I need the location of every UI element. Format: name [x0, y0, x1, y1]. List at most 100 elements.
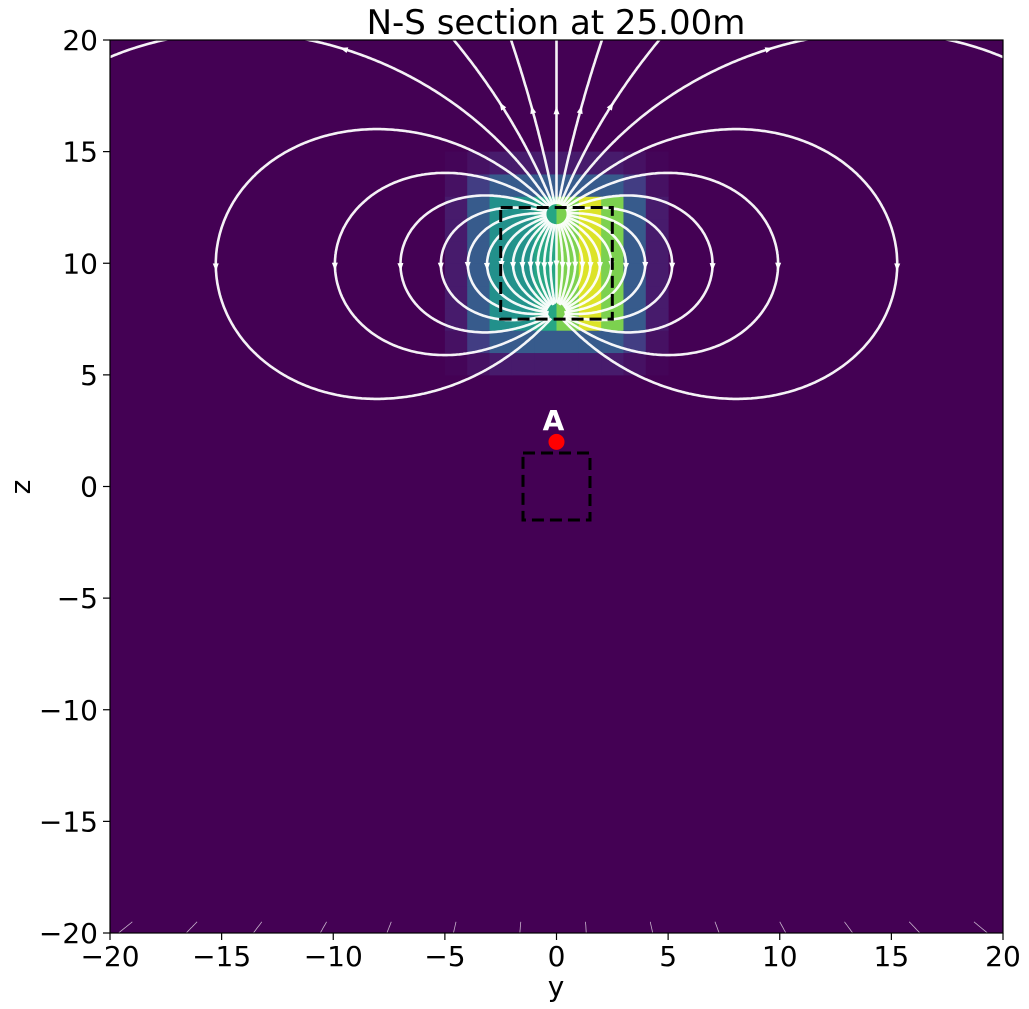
- point-a-label: A: [543, 404, 565, 437]
- streamline-arrow: [175, 934, 185, 944]
- streamline-arrow: [397, 262, 404, 272]
- streamline-arrow: [553, 106, 560, 115]
- heatmap-cell: [534, 352, 557, 376]
- streamline-arrow: [583, 935, 590, 943]
- x-axis-label: y: [548, 970, 565, 1003]
- y-tick-label: 20: [62, 24, 98, 57]
- heatmap-cell: [467, 285, 491, 309]
- streamline-arrow: [527, 261, 534, 270]
- heatmap-cell: [444, 330, 468, 354]
- streamline-arrow: [764, 47, 774, 54]
- streamline: [185, 921, 198, 933]
- streamline-arrow: [483, 262, 490, 271]
- streamline-arrow: [921, 934, 931, 944]
- heatmap-cell: [623, 173, 647, 197]
- streamline: [908, 921, 921, 933]
- streamline-arrow: [775, 262, 782, 271]
- streamline-arrow: [212, 263, 219, 272]
- streamline-arrow: [717, 935, 725, 945]
- streamline-arrow: [606, 102, 614, 111]
- streamline: [117, 921, 133, 933]
- heatmap-cell: [645, 330, 669, 354]
- heatmap-cell: [511, 151, 535, 175]
- streamline-arrow: [437, 262, 444, 271]
- streamline-arrow: [623, 262, 630, 271]
- chart-title: N-S section at 25.00m: [367, 3, 746, 43]
- streamlines: [110, 40, 1003, 945]
- heatmap-cell: [578, 330, 602, 354]
- heatmap-cell: [444, 263, 468, 287]
- heatmap-cell: [534, 330, 557, 354]
- x-tick-label: −15: [192, 940, 251, 973]
- heatmap-cell: [489, 151, 513, 175]
- streamline: [649, 921, 654, 933]
- streamline-arrow: [559, 261, 566, 270]
- heatmap-cell: [645, 263, 669, 287]
- heatmap-cell: [467, 330, 491, 354]
- streamline-arrow: [587, 261, 594, 270]
- streamline-arrow: [651, 936, 659, 945]
- x-tick-label: 10: [762, 940, 798, 973]
- heatmap-cell: [645, 173, 669, 197]
- heatmap-cell: [645, 151, 669, 175]
- heatmap-cell: [556, 352, 580, 376]
- plot-area: A: [109, 39, 1004, 945]
- heatmap-cell: [578, 151, 602, 175]
- streamline-arrow: [510, 261, 517, 270]
- streamline-arrow: [541, 262, 548, 271]
- x-axis-ticks: −20 −15 −10 −5 0 5 10 15 20: [80, 933, 1021, 973]
- heatmap-cell: [623, 330, 647, 354]
- streamline: [319, 921, 327, 933]
- heatmap-cell: [623, 285, 647, 309]
- streamline-arrow: [853, 935, 863, 945]
- x-tick-label: 5: [659, 940, 677, 973]
- x-tick-label: −10: [304, 940, 363, 973]
- heatmap-cell: [444, 352, 468, 376]
- heatmap-cell: [623, 307, 647, 331]
- heatmap-cell: [623, 218, 647, 242]
- streamline: [453, 921, 457, 933]
- streamline-arrow: [565, 262, 572, 271]
- streamline-arrow: [572, 261, 579, 270]
- streamline-arrow: [516, 935, 523, 943]
- x-tick-label: −20: [80, 940, 139, 973]
- streamline-arrow: [547, 261, 554, 270]
- streamline-arrow: [579, 261, 586, 270]
- source-block: [499, 205, 614, 321]
- streamline-arrow: [331, 262, 338, 271]
- x-tick-label: 0: [548, 940, 566, 973]
- streamline-arrow: [519, 261, 526, 270]
- heatmap-cell: [511, 352, 535, 376]
- streamline-arrow: [534, 261, 541, 270]
- y-tick-label: −15: [39, 805, 98, 838]
- heatmap-cell: [444, 307, 468, 331]
- heatmap-cell: [444, 151, 468, 175]
- heatmap-cell: [467, 196, 491, 220]
- streamline: [585, 921, 587, 933]
- heatmap-cell: [489, 173, 513, 197]
- point-a-marker: [548, 433, 565, 450]
- streamline-arrow: [894, 263, 901, 272]
- target-block: [521, 451, 592, 522]
- streamline-arrow: [530, 105, 537, 115]
- heatmap-cell: [645, 307, 669, 331]
- heatmap-cell: [645, 240, 669, 264]
- heatmap-cell: [467, 218, 491, 242]
- y-tick-label: 10: [62, 247, 98, 280]
- streamline: [252, 921, 263, 933]
- x-tick-label: 15: [874, 940, 910, 973]
- streamline-arrow: [596, 261, 603, 270]
- dashed-boxes: [499, 205, 614, 522]
- streamline-arrow: [553, 260, 560, 269]
- streamline: [973, 921, 989, 933]
- y-tick-label: −20: [39, 917, 98, 950]
- y-tick-label: 0: [80, 471, 98, 504]
- streamline-arrow: [499, 102, 507, 111]
- streamline: [519, 921, 522, 933]
- heatmap-cell: [578, 352, 602, 376]
- streamline: [386, 921, 392, 933]
- streamline-arrow: [669, 262, 676, 271]
- streamline-arrow: [339, 47, 349, 54]
- y-tick-label: −10: [39, 694, 98, 727]
